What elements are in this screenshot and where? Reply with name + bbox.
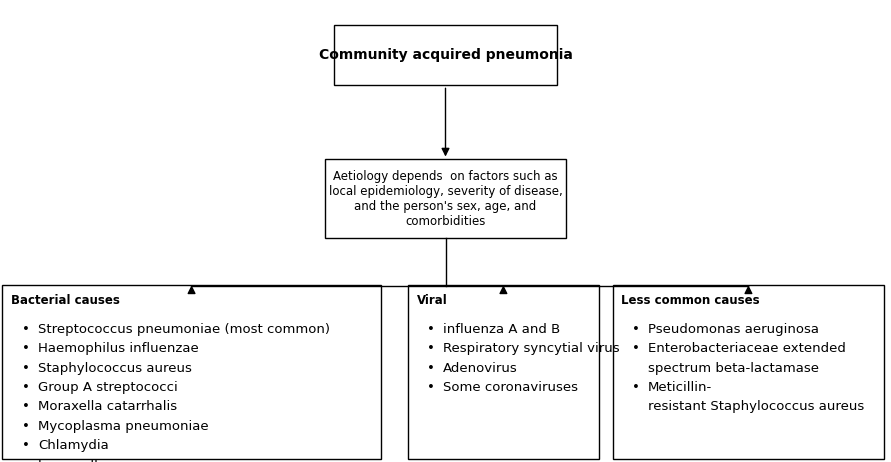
Text: Pseudomonas aeruginosa: Pseudomonas aeruginosa [649,322,819,336]
Bar [334,25,557,85]
Text: Haemophilus influenzae: Haemophilus influenzae [37,342,199,355]
Text: •: • [21,342,29,355]
Text: Enterobacteriaceae extended: Enterobacteriaceae extended [649,342,846,355]
Text: •: • [633,322,640,336]
Text: •: • [21,361,29,375]
Text: Aetiology depends  on factors such as
local epidemiology, severity of disease,
a: Aetiology depends on factors such as loc… [329,170,562,228]
Text: Some coronaviruses: Some coronaviruses [443,381,578,394]
Bar [325,159,566,238]
Text: Community acquired pneumonia: Community acquired pneumonia [319,49,572,62]
Text: Viral: Viral [416,294,447,307]
Text: Bacterial causes: Bacterial causes [12,294,120,307]
Text: Less common causes: Less common causes [622,294,760,307]
Text: influenza A and B: influenza A and B [443,322,560,336]
Bar [613,285,884,458]
Text: •: • [21,381,29,394]
Text: Moraxella catarrhalis: Moraxella catarrhalis [37,400,177,413]
Text: Meticillin-: Meticillin- [649,381,713,394]
Text: resistant Staphylococcus aureus: resistant Staphylococcus aureus [649,400,864,413]
Text: spectrum beta-lactamase: spectrum beta-lactamase [649,361,819,375]
Bar [3,285,381,458]
Text: •: • [633,342,640,355]
Text: Legionella species: Legionella species [37,458,160,462]
Text: Mycoplasma pneumoniae: Mycoplasma pneumoniae [37,420,208,433]
Text: •: • [428,342,435,355]
Text: •: • [428,361,435,375]
Text: •: • [21,458,29,462]
Text: •: • [21,322,29,336]
Text: •: • [428,381,435,394]
Text: •: • [428,322,435,336]
Text: Streptococcus pneumoniae (most common): Streptococcus pneumoniae (most common) [37,322,330,336]
Text: •: • [21,420,29,433]
Text: •: • [633,381,640,394]
Text: Staphylococcus aureus: Staphylococcus aureus [37,361,192,375]
Text: Adenovirus: Adenovirus [443,361,518,375]
Bar [408,285,600,458]
Text: Respiratory syncytial virus: Respiratory syncytial virus [443,342,620,355]
Text: Group A streptococci: Group A streptococci [37,381,177,394]
Text: Chlamydia: Chlamydia [37,439,109,452]
Text: •: • [21,400,29,413]
Text: •: • [21,439,29,452]
